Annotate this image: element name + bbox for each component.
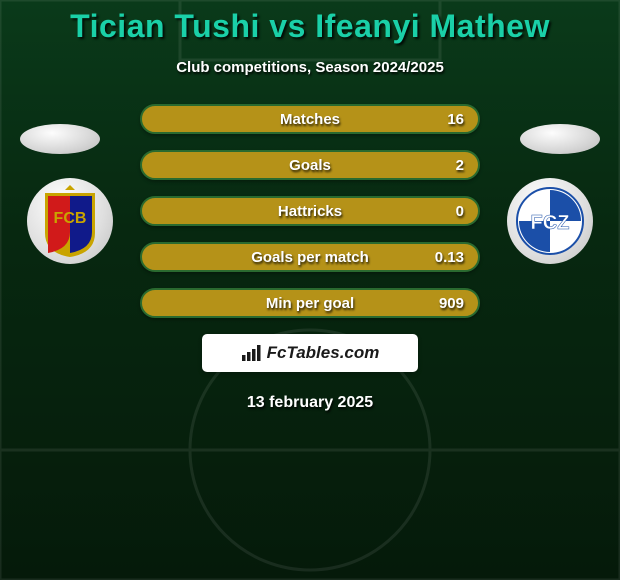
main-content: Tician Tushi vs Ifeanyi Mathew Club comp…	[0, 0, 620, 412]
stat-row: Goals 2	[140, 150, 480, 180]
stat-label: Goals	[289, 157, 331, 174]
stat-right-value: 0.13	[435, 249, 464, 266]
stat-right-value: 0	[456, 203, 464, 220]
stat-right-value: 2	[456, 157, 464, 174]
stat-right-value: 16	[447, 111, 464, 128]
stat-label: Matches	[280, 111, 340, 128]
stat-label: Goals per match	[251, 249, 369, 266]
stat-row: Matches 16	[140, 104, 480, 134]
stat-label: Min per goal	[266, 295, 354, 312]
stat-label: Hattricks	[278, 203, 342, 220]
bar-chart-icon	[241, 344, 263, 362]
stat-right-value: 909	[439, 295, 464, 312]
comparison-date: 13 february 2025	[0, 394, 620, 412]
stat-row: Min per goal 909	[140, 288, 480, 318]
comparison-title: Tician Tushi vs Ifeanyi Mathew	[0, 8, 620, 45]
stats-container: Matches 16 Goals 2 Hattricks 0 Goals per…	[140, 104, 480, 318]
brand-box: FcTables.com	[202, 334, 418, 372]
brand-text: FcTables.com	[267, 343, 380, 363]
stat-row: Goals per match 0.13	[140, 242, 480, 272]
season-subtitle: Club competitions, Season 2024/2025	[0, 59, 620, 76]
stat-row: Hattricks 0	[140, 196, 480, 226]
